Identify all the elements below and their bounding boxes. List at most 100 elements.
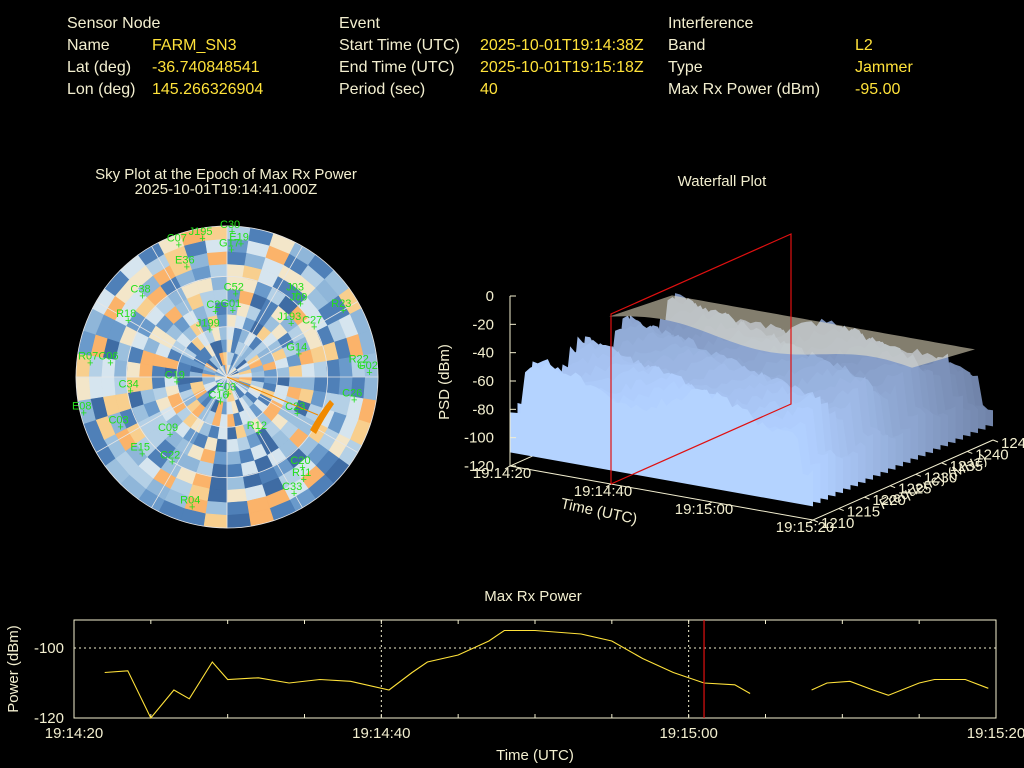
satellite-marker: + bbox=[169, 456, 175, 468]
satellite-marker: + bbox=[229, 226, 235, 238]
x-tick-label: 19:14:40 bbox=[352, 725, 410, 742]
sensor-node-panel: Sensor Node Name FARM_SN3 Lat (deg) -36.74… bbox=[67, 13, 263, 101]
freq-tick-label: 1225 bbox=[898, 481, 931, 498]
satellite-E08: +E08 bbox=[72, 401, 92, 420]
satellite-J03: +J03 bbox=[286, 281, 304, 300]
satellite-label: E36 bbox=[175, 255, 195, 267]
satellite-E36: +E36 bbox=[175, 255, 195, 274]
satellite-C2: +C2 bbox=[206, 299, 220, 318]
satellite-label: C30 bbox=[220, 219, 240, 231]
freq-tick-label: 1235 bbox=[950, 458, 983, 475]
type-label: Type bbox=[668, 59, 703, 76]
satellite-marker: + bbox=[294, 408, 300, 420]
satellite-marker: + bbox=[357, 360, 363, 372]
waterfall-ridge bbox=[510, 363, 813, 507]
period-value: 40 bbox=[480, 81, 498, 98]
satellite-marker: + bbox=[125, 315, 131, 327]
satellite-marker: + bbox=[228, 245, 234, 257]
satellite-label: G02 bbox=[357, 360, 378, 372]
satellite-label: C23 bbox=[285, 401, 305, 413]
satellite-marker: + bbox=[139, 448, 145, 460]
satellite-label: C26 bbox=[342, 387, 362, 399]
event-panel: Event Start Time (UTC) 2025-10-01T19:14:3… bbox=[339, 13, 644, 101]
time-tick bbox=[605, 483, 612, 488]
satellite-C33: +C33 bbox=[282, 481, 302, 500]
satellite-G14: +G14 bbox=[286, 342, 307, 361]
satellite-C52: +C52 bbox=[224, 282, 244, 301]
satellite-marker: + bbox=[297, 298, 303, 310]
satellite-marker: + bbox=[117, 422, 123, 434]
freq-tick-label: 1245 bbox=[1001, 435, 1024, 452]
freq-tick-label: 1210 bbox=[821, 515, 854, 532]
freq-tick-label: 1240 bbox=[975, 446, 1008, 463]
satellite-label: R18 bbox=[116, 308, 136, 320]
satellite-marker: + bbox=[340, 305, 346, 317]
time-tick-label: 19:14:20 bbox=[473, 465, 531, 482]
satellite-label: R23 bbox=[331, 298, 351, 310]
satellite-J195: +J195 bbox=[189, 226, 213, 245]
satellite-C16: +C16 bbox=[208, 389, 228, 408]
waterfall-peak-band bbox=[609, 295, 975, 368]
satellite-C22: +C22 bbox=[160, 449, 180, 468]
psd-tick-label: 0 bbox=[486, 288, 494, 305]
name-label: Name bbox=[67, 37, 110, 54]
satellite-label: C06 bbox=[98, 351, 118, 363]
satellite-marker: + bbox=[81, 408, 87, 420]
psd-tick-label: -80 bbox=[472, 401, 494, 418]
max-rx-label: Max Rx Power (dBm) bbox=[668, 81, 821, 98]
satellite-label: R22 bbox=[349, 353, 369, 365]
y-axis-label: Power (dBm) bbox=[5, 625, 22, 713]
x-axis-label: Time (UTC) bbox=[496, 747, 574, 764]
satellite-label: R04 bbox=[180, 495, 200, 507]
satellite-label: E03 bbox=[217, 382, 237, 394]
azimuth-line bbox=[96, 301, 228, 378]
satellite-label: J193 bbox=[277, 311, 301, 323]
azimuth-line bbox=[151, 376, 228, 508]
sky-plot-title: Sky Plot at the Epoch of Max Rx Power bbox=[95, 166, 357, 183]
satellite-marker: + bbox=[299, 462, 305, 474]
satellite-C23: +C23 bbox=[285, 401, 305, 420]
waterfall-epoch-plane bbox=[610, 233, 792, 485]
azimuth-line bbox=[226, 376, 303, 508]
satellite-G17: +G17 bbox=[219, 238, 240, 257]
freq-tick bbox=[992, 439, 999, 443]
satellite-label: G17 bbox=[219, 238, 240, 250]
freq-tick bbox=[889, 485, 896, 489]
interference-panel: Interference Band L2 Type Jammer Max Rx Po… bbox=[668, 13, 913, 101]
freq-tick bbox=[838, 508, 844, 512]
freq-tick-label: 1230 bbox=[924, 469, 957, 486]
band-value: L2 bbox=[855, 37, 873, 54]
satellite-marker: + bbox=[139, 290, 145, 302]
satellite-marker: + bbox=[230, 305, 236, 317]
azimuth-line bbox=[226, 376, 358, 453]
satellite-marker: + bbox=[296, 349, 302, 361]
x-tick-label: 19:15:20 bbox=[967, 725, 1024, 742]
event-heading: Event bbox=[339, 15, 380, 32]
freq-tick-label: 1215 bbox=[847, 504, 880, 521]
satellite-label: R07 bbox=[78, 351, 98, 363]
satellite-label: E08 bbox=[72, 401, 92, 413]
satellite-marker: + bbox=[291, 488, 297, 500]
satellite-label: J199 bbox=[196, 318, 220, 330]
satellite-C38: +C38 bbox=[130, 283, 150, 302]
sensor-node-heading: Sensor Node bbox=[67, 15, 161, 32]
psd-tick-label: -40 bbox=[472, 345, 494, 362]
time-tick bbox=[706, 501, 713, 506]
lat-label: Lat (deg) bbox=[67, 59, 132, 76]
satellite-C30: +C30 bbox=[220, 219, 240, 238]
azimuth-line bbox=[96, 376, 228, 453]
time-tick-label: 19:15:00 bbox=[675, 501, 733, 518]
name-value: FARM_SN3 bbox=[152, 37, 237, 54]
x-tick-label: 19:14:20 bbox=[45, 725, 103, 742]
satellite-C07: +C07 bbox=[167, 233, 187, 252]
satellite-label: C03 bbox=[108, 415, 128, 427]
satellite-C19: +C19 bbox=[165, 369, 185, 388]
satellite-label: R12 bbox=[247, 420, 267, 432]
psd-axis-label: PSD (dBm) bbox=[436, 344, 453, 420]
satellite-label: C34 bbox=[119, 379, 139, 391]
satellite-J193: +J193 bbox=[277, 311, 301, 330]
freq-tick bbox=[812, 519, 819, 523]
satellite-C27: +C27 bbox=[302, 315, 322, 334]
